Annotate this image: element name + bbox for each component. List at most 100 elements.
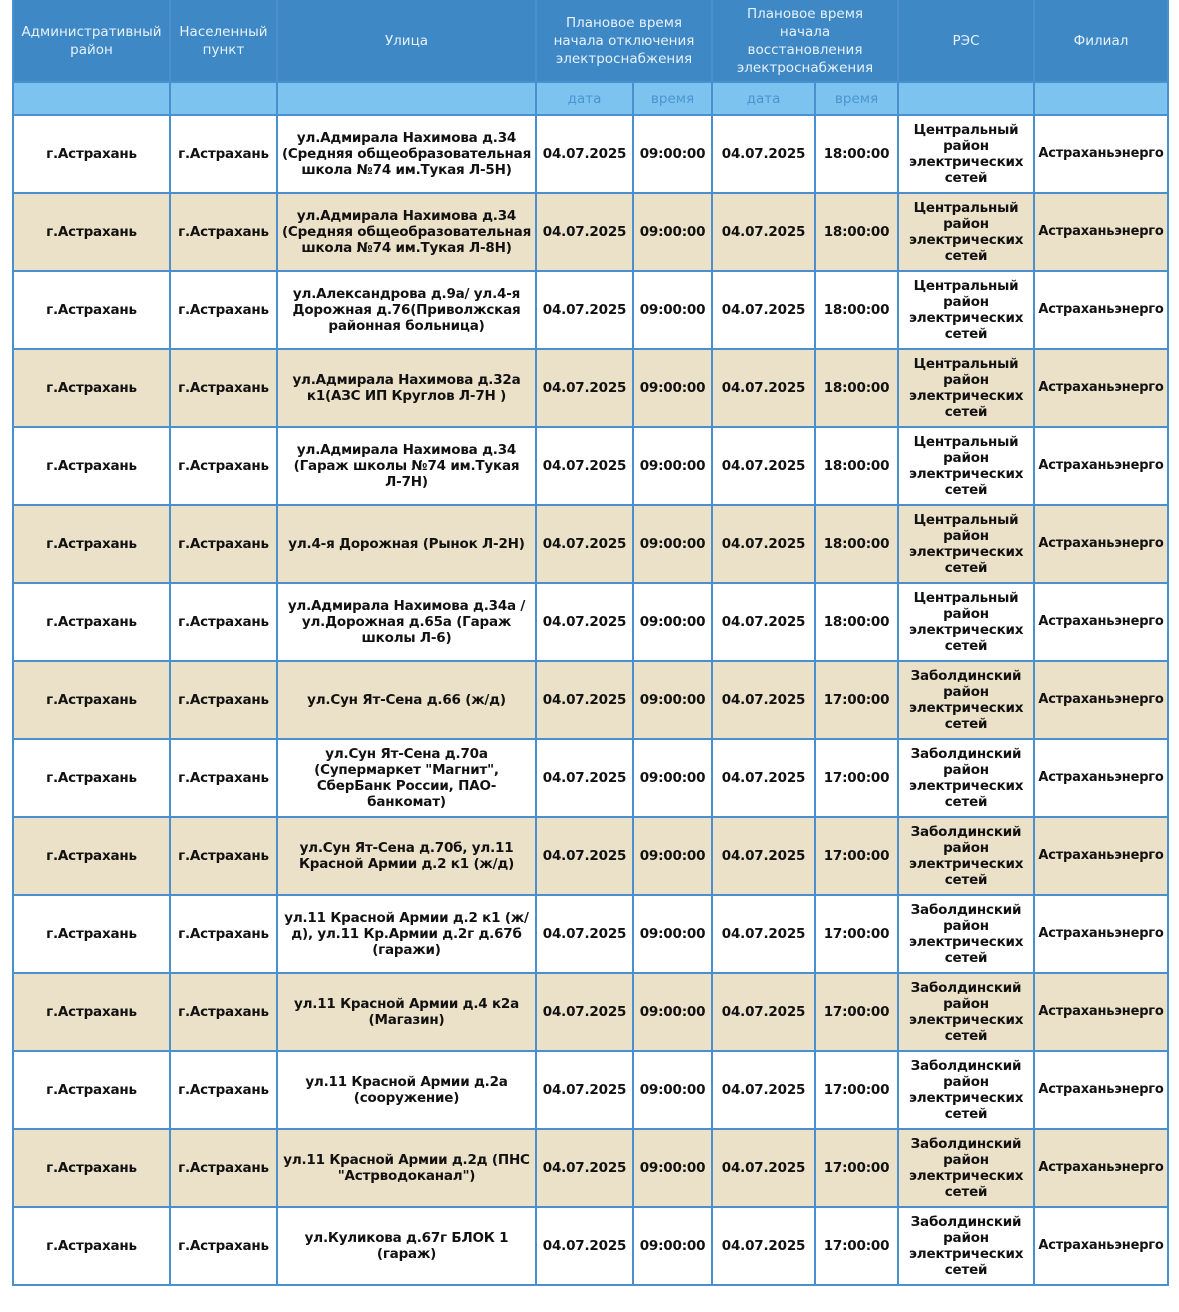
- cell-start-date: 04.07.2025: [535, 972, 634, 1052]
- cell-end-time: 18:00:00: [814, 114, 899, 194]
- cell-res: Центральный район электрических сетей: [897, 270, 1035, 350]
- cell-locality: г.Астрахань: [169, 582, 278, 662]
- cell-start-time: 09:00:00: [632, 582, 713, 662]
- cell-street: ул.Адмирала Нахимова д.34 (Средняя общео…: [276, 192, 537, 272]
- sub-end-date: дата: [711, 81, 816, 116]
- cell-district: г.Астрахань: [12, 972, 171, 1052]
- cell-res: Заболдинский район электрических сетей: [897, 1128, 1035, 1208]
- table-row: г.Астрахань г.Астрахань ул.Сун Ят-Сена д.6…: [12, 660, 1169, 740]
- cell-start-date: 04.07.2025: [535, 348, 634, 428]
- table-row: г.Астрахань г.Астрахань ул.11 Красной Арми…: [12, 1128, 1169, 1208]
- col-district: Административный район: [12, 0, 171, 83]
- cell-branch: Астраханьэнерго: [1033, 738, 1169, 818]
- cell-end-date: 04.07.2025: [711, 582, 816, 662]
- cell-locality: г.Астрахань: [169, 270, 278, 350]
- cell-start-time: 09:00:00: [632, 114, 713, 194]
- cell-start-time: 09:00:00: [632, 504, 713, 584]
- cell-branch: Астраханьэнерго: [1033, 270, 1169, 350]
- cell-branch: Астраханьэнерго: [1033, 660, 1169, 740]
- cell-end-date: 04.07.2025: [711, 192, 816, 272]
- cell-start-date: 04.07.2025: [535, 1128, 634, 1208]
- cell-end-time: 18:00:00: [814, 426, 899, 506]
- cell-start-time: 09:00:00: [632, 894, 713, 974]
- cell-res: Заболдинский район электрических сетей: [897, 894, 1035, 974]
- cell-res: Заболдинский район электрических сетей: [897, 1206, 1035, 1286]
- table-row: г.Астрахань г.Астрахань ул.11 Красной Арми…: [12, 972, 1169, 1052]
- cell-start-date: 04.07.2025: [535, 660, 634, 740]
- cell-start-date: 04.07.2025: [535, 114, 634, 194]
- cell-street: ул.Сун Ят-Сена д.66 (ж/д): [276, 660, 537, 740]
- cell-branch: Астраханьэнерго: [1033, 426, 1169, 506]
- cell-end-date: 04.07.2025: [711, 1206, 816, 1286]
- cell-end-date: 04.07.2025: [711, 972, 816, 1052]
- cell-end-date: 04.07.2025: [711, 1128, 816, 1208]
- cell-end-date: 04.07.2025: [711, 816, 816, 896]
- cell-end-date: 04.07.2025: [711, 504, 816, 584]
- cell-street: ул.Куликова д.67г БЛОК 1 (гараж): [276, 1206, 537, 1286]
- cell-district: г.Астрахань: [12, 348, 171, 428]
- cell-end-time: 18:00:00: [814, 504, 899, 584]
- cell-district: г.Астрахань: [12, 1128, 171, 1208]
- cell-res: Центральный район электрических сетей: [897, 582, 1035, 662]
- cell-street: ул.11 Красной Армии д.2д (ПНС "Астрводок…: [276, 1128, 537, 1208]
- cell-start-date: 04.07.2025: [535, 1206, 634, 1286]
- cell-start-time: 09:00:00: [632, 1050, 713, 1130]
- subheader-row: дата время дата время: [12, 81, 1169, 116]
- cell-start-date: 04.07.2025: [535, 1050, 634, 1130]
- cell-district: г.Астрахань: [12, 504, 171, 584]
- cell-street: ул.Сун Ят-Сена д.70б, ул.11 Красной Арми…: [276, 816, 537, 896]
- col-start: Плановое время начала отключения электро…: [535, 0, 713, 83]
- cell-branch: Астраханьэнерго: [1033, 582, 1169, 662]
- cell-branch: Астраханьэнерго: [1033, 192, 1169, 272]
- cell-end-date: 04.07.2025: [711, 114, 816, 194]
- table-row: г.Астрахань г.Астрахань ул.Куликова д.67г …: [12, 1206, 1169, 1286]
- cell-end-date: 04.07.2025: [711, 426, 816, 506]
- cell-end-time: 17:00:00: [814, 894, 899, 974]
- cell-district: г.Астрахань: [12, 738, 171, 818]
- cell-locality: г.Астрахань: [169, 660, 278, 740]
- cell-branch: Астраханьэнерго: [1033, 114, 1169, 194]
- cell-start-date: 04.07.2025: [535, 270, 634, 350]
- table-row: г.Астрахань г.Астрахань ул.Адмирала Нахимо…: [12, 114, 1169, 194]
- outage-schedule-table: Административный район Населенный пункт …: [12, 0, 1169, 1286]
- table-row: г.Астрахань г.Астрахань ул.11 Красной Арми…: [12, 1050, 1169, 1130]
- cell-district: г.Астрахань: [12, 1050, 171, 1130]
- cell-res: Центральный район электрических сетей: [897, 114, 1035, 194]
- cell-branch: Астраханьэнерго: [1033, 1050, 1169, 1130]
- col-branch: Филиал: [1033, 0, 1169, 83]
- table-row: г.Астрахань г.Астрахань ул.Адмирала Нахимо…: [12, 348, 1169, 428]
- cell-end-time: 18:00:00: [814, 582, 899, 662]
- cell-end-time: 17:00:00: [814, 1050, 899, 1130]
- cell-locality: г.Астрахань: [169, 192, 278, 272]
- cell-res: Заболдинский район электрических сетей: [897, 1050, 1035, 1130]
- table-row: г.Астрахань г.Астрахань ул.Сун Ят-Сена д.7…: [12, 816, 1169, 896]
- cell-branch: Астраханьэнерго: [1033, 348, 1169, 428]
- cell-street: ул.Сун Ят-Сена д.70а (Супермаркет "Магни…: [276, 738, 537, 818]
- col-restore: Плановое время начала восстановления эле…: [711, 0, 899, 83]
- cell-res: Центральный район электрических сетей: [897, 348, 1035, 428]
- cell-locality: г.Астрахань: [169, 114, 278, 194]
- table-row: г.Астрахань г.Астрахань ул.4-я Дорожная (Р…: [12, 504, 1169, 584]
- cell-branch: Астраханьэнерго: [1033, 816, 1169, 896]
- cell-district: г.Астрахань: [12, 582, 171, 662]
- col-street: Улица: [276, 0, 537, 83]
- cell-start-date: 04.07.2025: [535, 504, 634, 584]
- cell-branch: Астраханьэнерго: [1033, 972, 1169, 1052]
- cell-street: ул.Адмирала Нахимова д.32а к1(АЗС ИП Кру…: [276, 348, 537, 428]
- table-row: г.Астрахань г.Астрахань ул.Адмирала Нахимо…: [12, 426, 1169, 506]
- cell-start-time: 09:00:00: [632, 426, 713, 506]
- cell-start-time: 09:00:00: [632, 816, 713, 896]
- cell-start-date: 04.07.2025: [535, 738, 634, 818]
- cell-branch: Астраханьэнерго: [1033, 1128, 1169, 1208]
- col-locality: Населенный пункт: [169, 0, 278, 83]
- sub-end-time: время: [814, 81, 899, 116]
- sub-start-time: время: [632, 81, 713, 116]
- cell-street: ул.11 Красной Армии д.4 к2а (Магазин): [276, 972, 537, 1052]
- cell-locality: г.Астрахань: [169, 504, 278, 584]
- cell-res: Заболдинский район электрических сетей: [897, 660, 1035, 740]
- cell-end-time: 17:00:00: [814, 1128, 899, 1208]
- cell-end-time: 17:00:00: [814, 816, 899, 896]
- cell-start-time: 09:00:00: [632, 972, 713, 1052]
- cell-end-date: 04.07.2025: [711, 738, 816, 818]
- cell-street: ул.Александрова д.9а/ ул.4-я Дорожная д.…: [276, 270, 537, 350]
